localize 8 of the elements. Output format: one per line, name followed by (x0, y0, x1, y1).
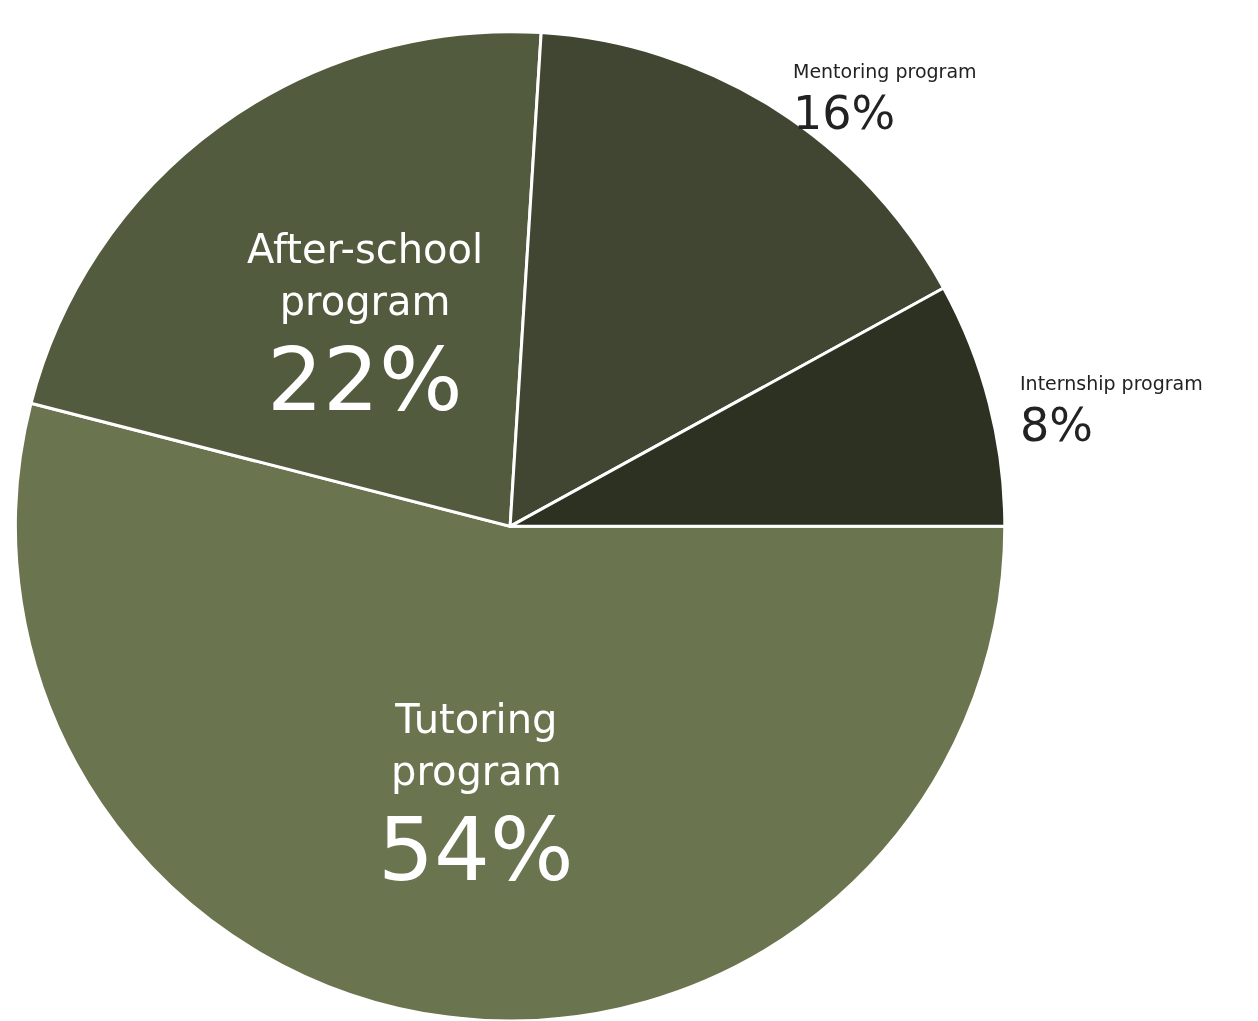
slice-label: Mentoring program (793, 60, 977, 82)
slice-label: After-school program (247, 226, 484, 324)
data-label: 54% (378, 798, 574, 901)
slice-label: Tutoring program (391, 696, 562, 794)
data-label: 22% (267, 328, 463, 431)
data-label: 16% (793, 86, 896, 140)
slice-label: Internship program (1020, 372, 1203, 394)
data-label: 8% (1020, 398, 1093, 452)
